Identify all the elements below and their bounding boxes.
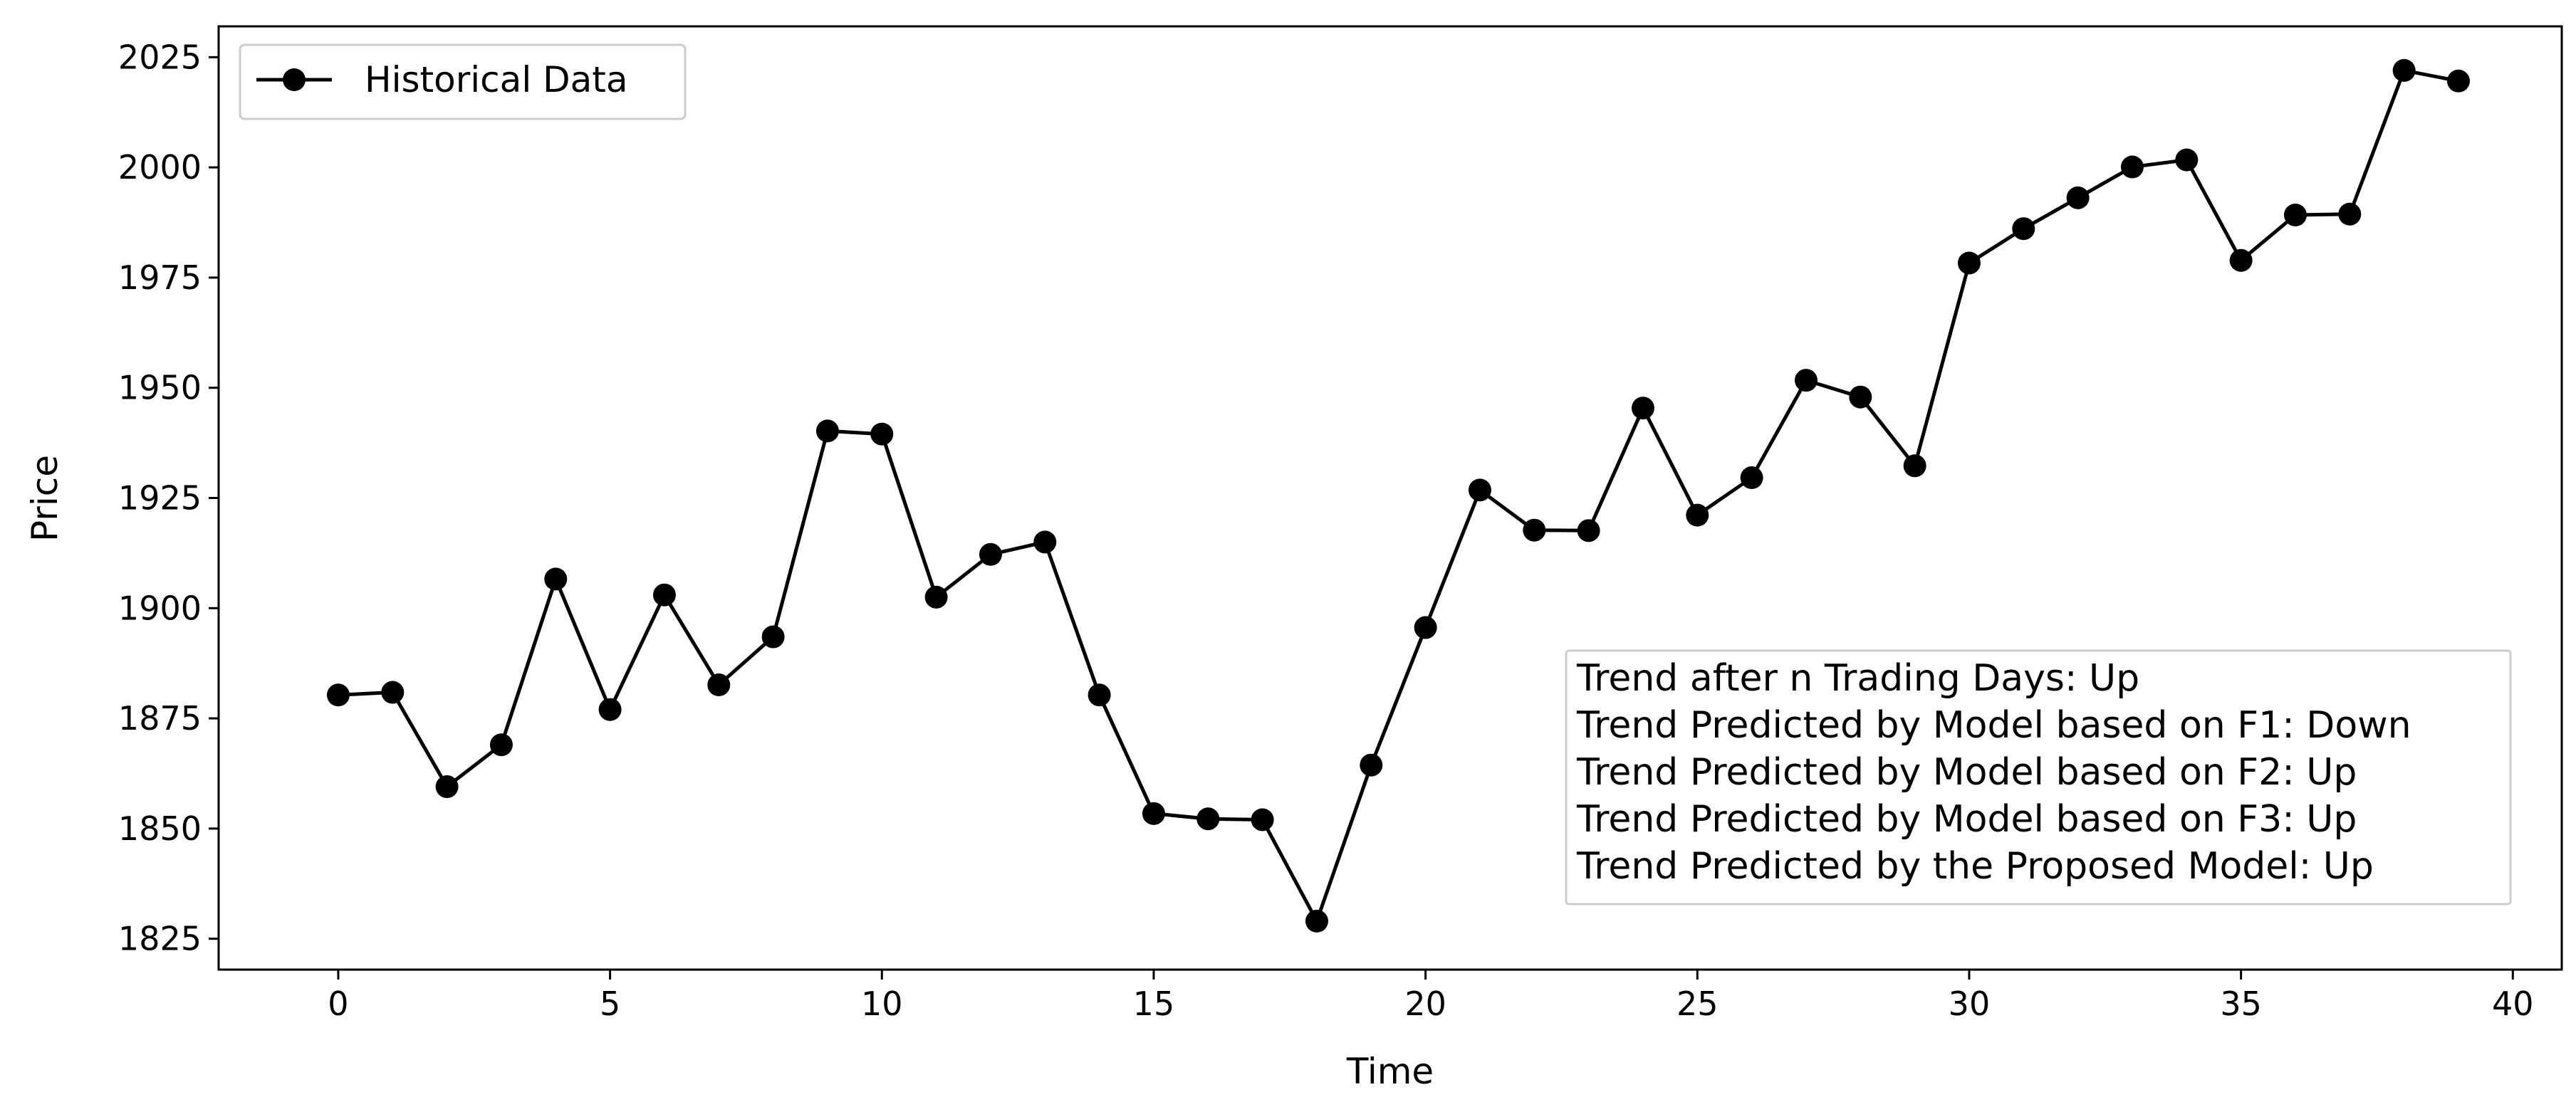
data-point[interactable] <box>1414 616 1437 639</box>
x-tick-label: 25 <box>1677 985 1719 1023</box>
data-point[interactable] <box>1468 478 1491 502</box>
data-point[interactable] <box>2066 186 2090 209</box>
data-point[interactable] <box>2175 148 2199 172</box>
annotation-box-frame <box>1565 649 2512 906</box>
data-point[interactable] <box>1794 369 1818 392</box>
y-tick-label: 1925 <box>118 479 202 518</box>
series-historical-data <box>326 58 2470 933</box>
data-point[interactable] <box>1849 385 1872 409</box>
y-tick-label: 2000 <box>118 148 202 187</box>
data-point[interactable] <box>1305 909 1328 933</box>
data-point[interactable] <box>979 542 1002 566</box>
data-point[interactable] <box>924 585 948 609</box>
data-point[interactable] <box>1196 807 1220 831</box>
x-tick-label: 20 <box>1404 985 1446 1023</box>
x-tick-label: 30 <box>1949 985 1991 1023</box>
x-tick-label: 5 <box>600 985 620 1023</box>
data-point[interactable] <box>326 683 350 707</box>
x-axis-title: Time <box>1346 1051 1434 1092</box>
series-line <box>338 68 2459 923</box>
y-tick-label: 1975 <box>118 258 202 297</box>
trend-annotation-box: Trend after n Trading Days: Up Trend Pre… <box>1565 649 2512 906</box>
data-point[interactable] <box>2012 217 2035 241</box>
data-point[interactable] <box>870 422 894 446</box>
data-point[interactable] <box>1360 753 1383 777</box>
data-point[interactable] <box>1088 683 1111 707</box>
data-point[interactable] <box>1903 454 1926 478</box>
data-point[interactable] <box>1251 808 1274 831</box>
data-point[interactable] <box>1686 503 1709 527</box>
data-point[interactable] <box>761 625 785 649</box>
data-point[interactable] <box>1577 519 1600 542</box>
legend-label-historical-data: Historical Data <box>365 59 627 100</box>
annotation-line: Trend after n Trading Days: Up <box>1576 657 2139 700</box>
y-tick-label: 1950 <box>118 369 202 407</box>
legend[interactable]: Historical Data <box>239 43 687 120</box>
data-point[interactable] <box>2120 155 2144 179</box>
y-tick-label: 2025 <box>118 38 202 76</box>
y-tick-label: 1875 <box>118 699 202 738</box>
x-tick-label: 10 <box>861 985 903 1023</box>
data-point[interactable] <box>544 567 568 591</box>
data-point[interactable] <box>707 673 731 697</box>
y-axis-title: Price <box>24 455 66 542</box>
x-axis: 0 5 10 15 20 25 30 35 40 <box>328 970 2534 1023</box>
x-tick-label: 40 <box>2492 985 2534 1023</box>
data-point[interactable] <box>381 681 405 704</box>
annotation-line: Trend Predicted by the Proposed Model: U… <box>1576 845 2374 888</box>
data-point[interactable] <box>1142 802 1165 825</box>
y-axis: 1825 1850 1875 1900 1925 1950 1975 2000 2025 <box>118 38 219 958</box>
data-point[interactable] <box>1740 466 1763 490</box>
y-tick-label: 1900 <box>118 589 202 627</box>
data-point[interactable] <box>2283 204 2307 226</box>
y-tick-label: 1825 <box>118 920 202 958</box>
annotation-line: Trend Predicted by Model based on F2: Up <box>1576 751 2357 794</box>
data-point[interactable] <box>2229 248 2253 272</box>
data-point[interactable] <box>2392 58 2416 82</box>
x-tick-label: 35 <box>2220 985 2262 1023</box>
legend-marker-swatch <box>283 68 306 91</box>
data-point[interactable] <box>652 583 676 607</box>
legend-box <box>239 43 687 120</box>
data-point[interactable] <box>598 698 622 721</box>
y-tick-label: 1850 <box>118 809 202 848</box>
x-tick-label: 15 <box>1133 985 1175 1023</box>
data-point[interactable] <box>2338 202 2362 226</box>
data-point[interactable] <box>1033 530 1057 554</box>
data-point[interactable] <box>2446 69 2470 93</box>
data-point[interactable] <box>435 775 459 799</box>
x-tick-label: 0 <box>328 985 348 1023</box>
data-point[interactable] <box>489 733 513 757</box>
data-point[interactable] <box>1957 251 1981 275</box>
annotation-line: Trend Predicted by Model based on F1: Do… <box>1576 704 2411 747</box>
data-point[interactable] <box>1631 397 1654 420</box>
data-point[interactable] <box>1523 518 1546 542</box>
annotation-line: Trend Predicted by Model based on F3: Up <box>1576 798 2357 841</box>
data-point[interactable] <box>815 419 839 443</box>
